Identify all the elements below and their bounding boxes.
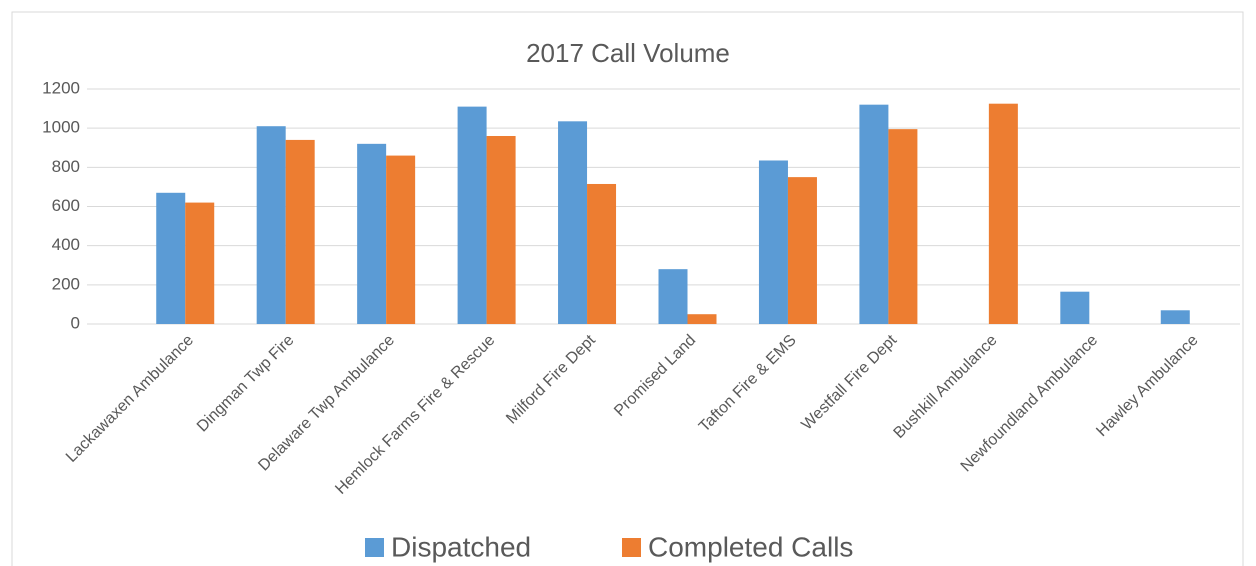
- bar: [787, 177, 817, 324]
- bar: [357, 143, 387, 324]
- bar: [988, 103, 1018, 324]
- bar: [1060, 291, 1090, 324]
- bar: [1160, 310, 1190, 324]
- bar: [558, 121, 588, 324]
- bar: [185, 202, 215, 324]
- bar: [859, 104, 889, 325]
- bar: [758, 160, 788, 324]
- legend-swatch: [622, 538, 641, 557]
- bar: [156, 192, 186, 324]
- chart-title: 2017 Call Volume: [526, 38, 730, 68]
- y-tick-label: 200: [52, 274, 80, 293]
- y-tick-label: 600: [52, 196, 80, 215]
- bar: [486, 136, 516, 324]
- bar: [587, 183, 617, 324]
- bar: [285, 139, 315, 324]
- legend-swatch: [365, 538, 384, 557]
- legend-label: Dispatched: [391, 531, 531, 562]
- bar: [386, 155, 416, 324]
- bar: [658, 269, 688, 324]
- y-tick-label: 1200: [42, 78, 80, 97]
- legend-label: Completed Calls: [648, 531, 853, 562]
- y-tick-label: 0: [71, 313, 80, 332]
- y-tick-label: 400: [52, 235, 80, 254]
- bar: [687, 314, 717, 324]
- bar: [457, 106, 487, 324]
- y-tick-label: 1000: [42, 118, 80, 137]
- bar: [888, 129, 918, 324]
- bar: [256, 126, 286, 324]
- y-tick-label: 800: [52, 157, 80, 176]
- chart-border: [11, 11, 1244, 566]
